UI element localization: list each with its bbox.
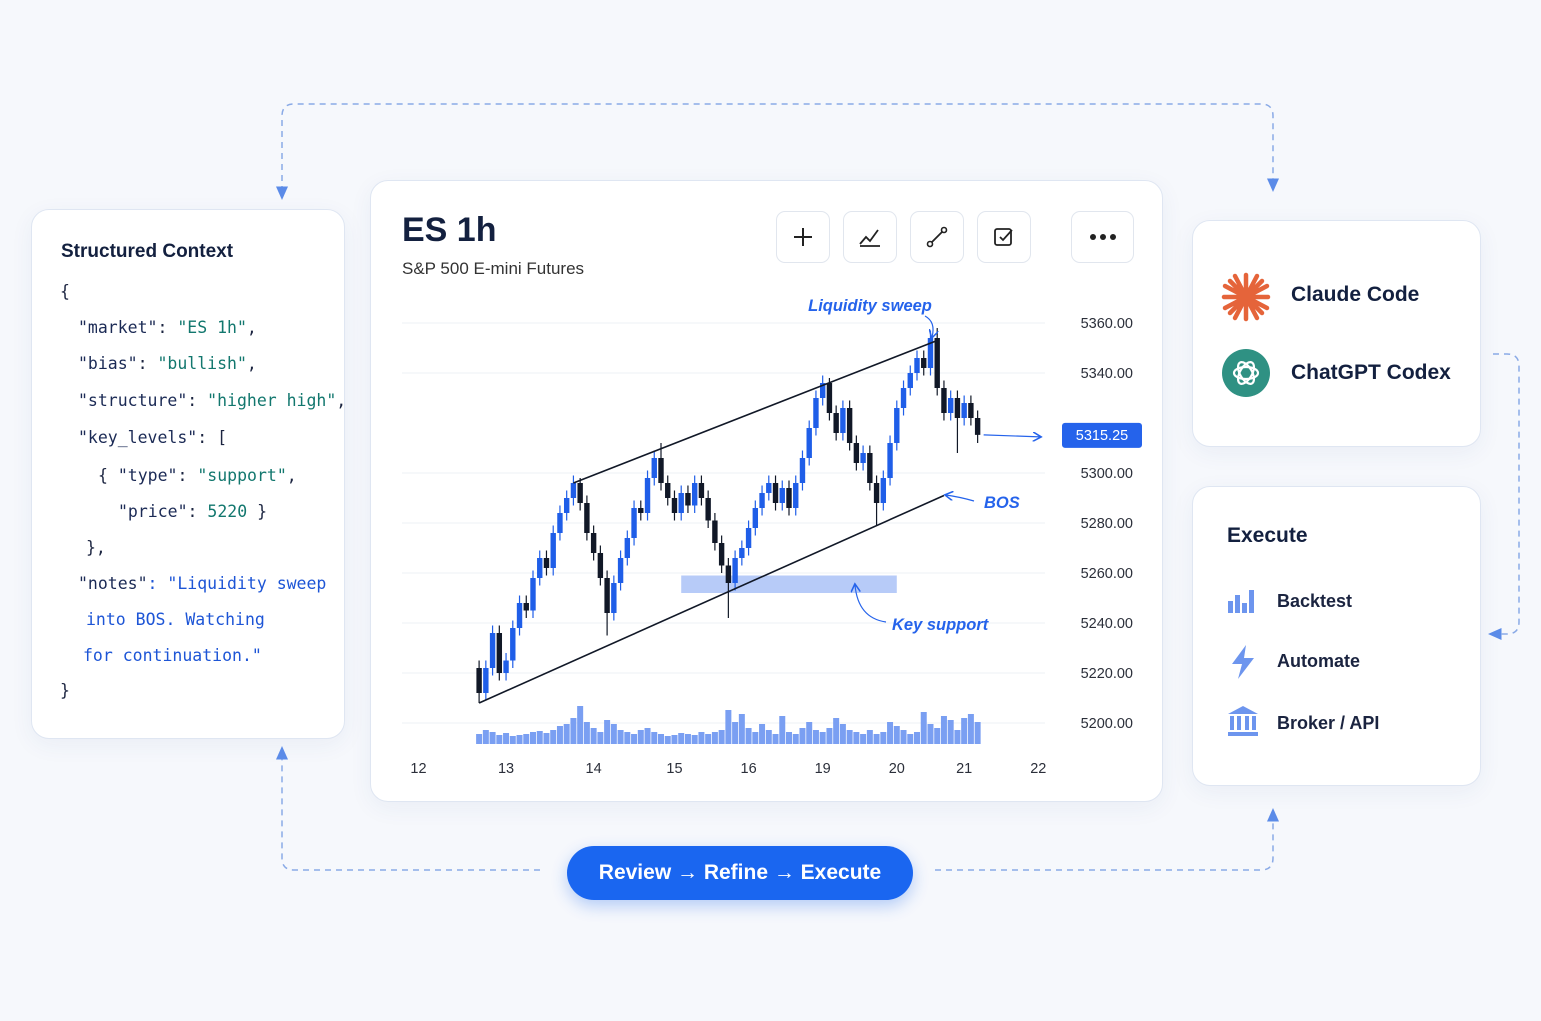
chart-panel: ES 1h S&P 500 E-mini Futures — [370, 180, 1163, 802]
icon — [1089, 234, 1116, 240]
code-line: "market": "ES 1h", — [78, 318, 257, 337]
chart-subtitle: S&P 500 E-mini Futures — [402, 259, 585, 278]
agent-name: Claude Code — [1291, 283, 1420, 306]
icon — [794, 228, 812, 246]
backtest-icon — [1228, 590, 1254, 613]
trendline-button[interactable] — [910, 211, 964, 263]
execute-item[interactable]: Broker / API — [1277, 713, 1380, 733]
agent-name: ChatGPT Codex — [1291, 361, 1451, 384]
note-button[interactable] — [977, 211, 1031, 263]
panel-title: Structured Context — [61, 241, 234, 262]
code-line: "bias": "bullish", — [78, 354, 257, 373]
panel-title: Execute — [1227, 524, 1308, 547]
icon — [994, 228, 1013, 246]
code-line: "key_levels": [ — [78, 428, 228, 447]
claude-icon — [1221, 272, 1271, 322]
automate-icon — [1232, 645, 1254, 679]
more-button[interactable] — [1071, 211, 1134, 263]
agents-panel: Claude Code ChatGPT Codex — [1192, 220, 1481, 447]
code-line: "structure": "higher high", — [78, 391, 347, 410]
execute-item[interactable]: Automate — [1277, 651, 1361, 671]
chart-title: ES 1h — [402, 211, 497, 249]
add-button[interactable] — [776, 211, 830, 263]
chatgpt-icon — [1222, 349, 1270, 397]
code-line: "price": 5220 } — [118, 502, 268, 521]
icon — [859, 229, 880, 247]
code-line: into BOS. Watching — [86, 610, 265, 629]
cta-button[interactable]: Review → Refine → Execute — [567, 846, 913, 900]
indicator-button[interactable] — [843, 211, 897, 263]
code-line: "notes": "Liquidity sweep — [78, 574, 327, 593]
broker-icon — [1228, 706, 1258, 736]
execute-panel: Execute Backtest Automate Broker / API — [1192, 486, 1481, 786]
code-line: { — [60, 282, 70, 301]
code-line: for continuation." — [83, 646, 262, 665]
icon — [926, 226, 948, 248]
code-line: { "type": "support", — [98, 466, 297, 485]
context-panel: Structured Context — [31, 209, 345, 739]
execute-item[interactable]: Backtest — [1277, 591, 1353, 611]
code-line: }, — [86, 538, 106, 557]
code-line: } — [60, 681, 70, 700]
